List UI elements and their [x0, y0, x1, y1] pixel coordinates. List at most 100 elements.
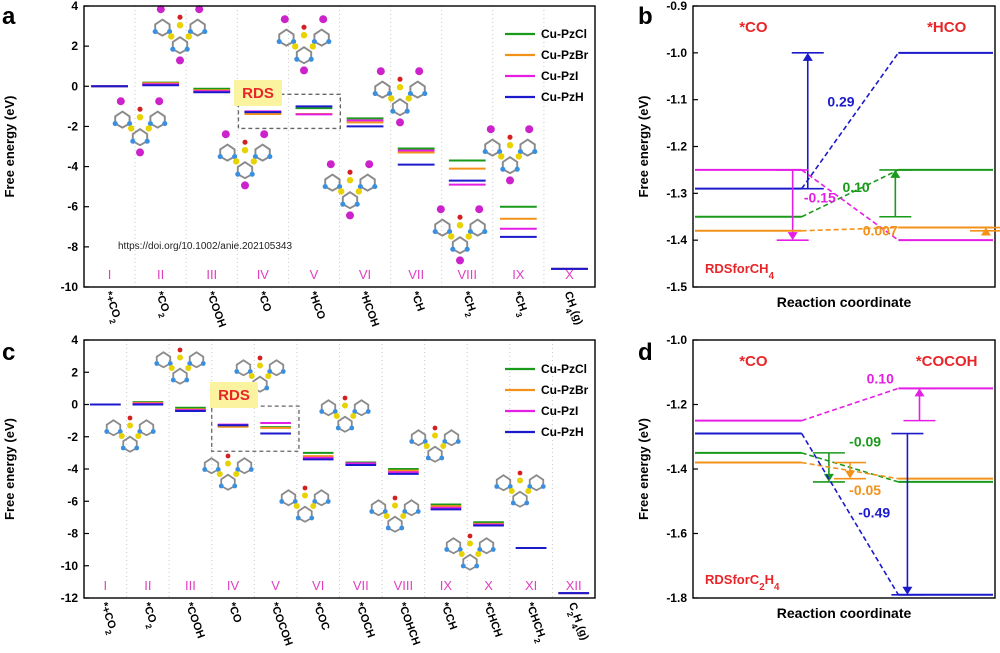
- pz-ring: [528, 474, 545, 492]
- legend-entry: Cu-PzCl: [541, 27, 587, 41]
- n-atom: [264, 385, 270, 391]
- cu-atom: [333, 413, 340, 419]
- n-atom: [524, 500, 530, 506]
- cu-atom: [458, 551, 465, 557]
- pz-ring: [154, 18, 171, 37]
- panel-d: d -1.8 -1.6 -1.4 -1.2 -1.0 Free energy (eV) Rea…: [636, 333, 996, 621]
- cu-atom: [265, 373, 272, 379]
- n-atom: [202, 467, 208, 472]
- state-label: *COCOH: [916, 353, 978, 370]
- structure-illustration: [494, 470, 546, 508]
- structure-illustration: [322, 160, 378, 220]
- panel-letter: a: [2, 3, 16, 30]
- y-tick-label: -2: [67, 430, 78, 444]
- structure-illustration: [112, 97, 168, 157]
- n-atom: [464, 246, 470, 252]
- i-atom: [176, 56, 184, 65]
- n-atom: [311, 39, 317, 45]
- delta-value: 0.10: [842, 179, 869, 195]
- n-atom: [369, 509, 375, 514]
- y-tick-label: 4: [71, 0, 78, 13]
- rds-label: RDS: [218, 387, 250, 404]
- n-atom: [252, 154, 258, 160]
- cu-atom: [383, 513, 390, 519]
- n-atom: [294, 56, 300, 62]
- pz-ring: [445, 537, 462, 555]
- pz-ring: [462, 553, 478, 571]
- structure-illustration: [154, 347, 206, 385]
- cu-atom: [257, 362, 263, 369]
- cu-atom: [127, 422, 133, 429]
- panel-letter: c: [2, 339, 15, 366]
- arrow-head: [902, 586, 913, 595]
- cu-atom: [233, 471, 240, 477]
- cu-atom: [185, 33, 192, 40]
- n-atom: [340, 201, 346, 207]
- y-tick-label: -0.9: [666, 0, 687, 13]
- species-label: *CO: [225, 601, 244, 625]
- pz-ring: [295, 46, 313, 65]
- n-atom: [134, 445, 140, 451]
- n-atom: [447, 229, 453, 235]
- i-atom: [486, 125, 495, 134]
- n-atom: [267, 369, 273, 374]
- species-label: *COOH: [183, 601, 207, 640]
- structure-illustration: [276, 15, 332, 75]
- pz-ring: [313, 28, 330, 47]
- pz-ring: [359, 173, 376, 192]
- n-atom: [167, 361, 173, 366]
- n-atom: [357, 184, 363, 190]
- i-atom: [156, 5, 165, 14]
- n-atom: [490, 547, 496, 552]
- species-label: *CH2: [456, 290, 479, 319]
- n-atom: [422, 91, 428, 97]
- cu-atom: [515, 153, 522, 160]
- cu-atom: [225, 460, 231, 467]
- y-tick-label: -1.2: [666, 398, 687, 412]
- o-atom: [127, 415, 133, 421]
- pz-ring: [443, 429, 460, 447]
- n-atom: [415, 509, 421, 514]
- pz-ring: [297, 505, 313, 523]
- n-atom: [474, 563, 480, 569]
- cu-atom: [465, 233, 472, 240]
- n-atom: [442, 439, 448, 444]
- delta-value: 0.10: [867, 371, 894, 387]
- o-atom: [301, 24, 307, 30]
- plot-frame: [692, 5, 996, 288]
- n-atom: [365, 409, 371, 414]
- transition-line-cu-pzh: [801, 52, 900, 190]
- n-atom: [292, 499, 298, 504]
- cu-atom: [508, 488, 515, 494]
- o-atom: [257, 355, 263, 361]
- cu-atom: [396, 84, 404, 91]
- pz-ring: [403, 499, 420, 517]
- n-atom: [507, 484, 513, 489]
- step-numeral: IX: [440, 578, 453, 593]
- pz-ring: [501, 156, 519, 175]
- n-atom: [325, 499, 331, 504]
- delta-value: -0.05: [849, 482, 881, 498]
- n-atom: [170, 46, 176, 52]
- doi-watermark: https://doi.org/10.1002/anie.202105343: [118, 241, 292, 252]
- rds-label: RDS: [242, 85, 274, 102]
- structure-illustration: [104, 415, 156, 453]
- o-atom: [467, 533, 473, 539]
- step-numeral: III: [206, 267, 217, 282]
- o-atom: [392, 495, 398, 501]
- pz-ring: [188, 351, 205, 369]
- n-atom: [477, 547, 483, 552]
- cu-atom: [350, 413, 357, 419]
- pz-ring: [236, 457, 253, 475]
- cu-atom: [310, 503, 317, 509]
- n-atom: [276, 39, 282, 45]
- n-atom: [335, 425, 341, 431]
- pz-ring: [313, 489, 330, 507]
- n-atom: [510, 500, 516, 506]
- rds-highlight: [234, 80, 282, 106]
- n-atom: [280, 369, 286, 374]
- pz-ring: [122, 435, 138, 453]
- cu-atom: [145, 125, 152, 132]
- y-axis-label: Free energy (eV): [2, 418, 17, 520]
